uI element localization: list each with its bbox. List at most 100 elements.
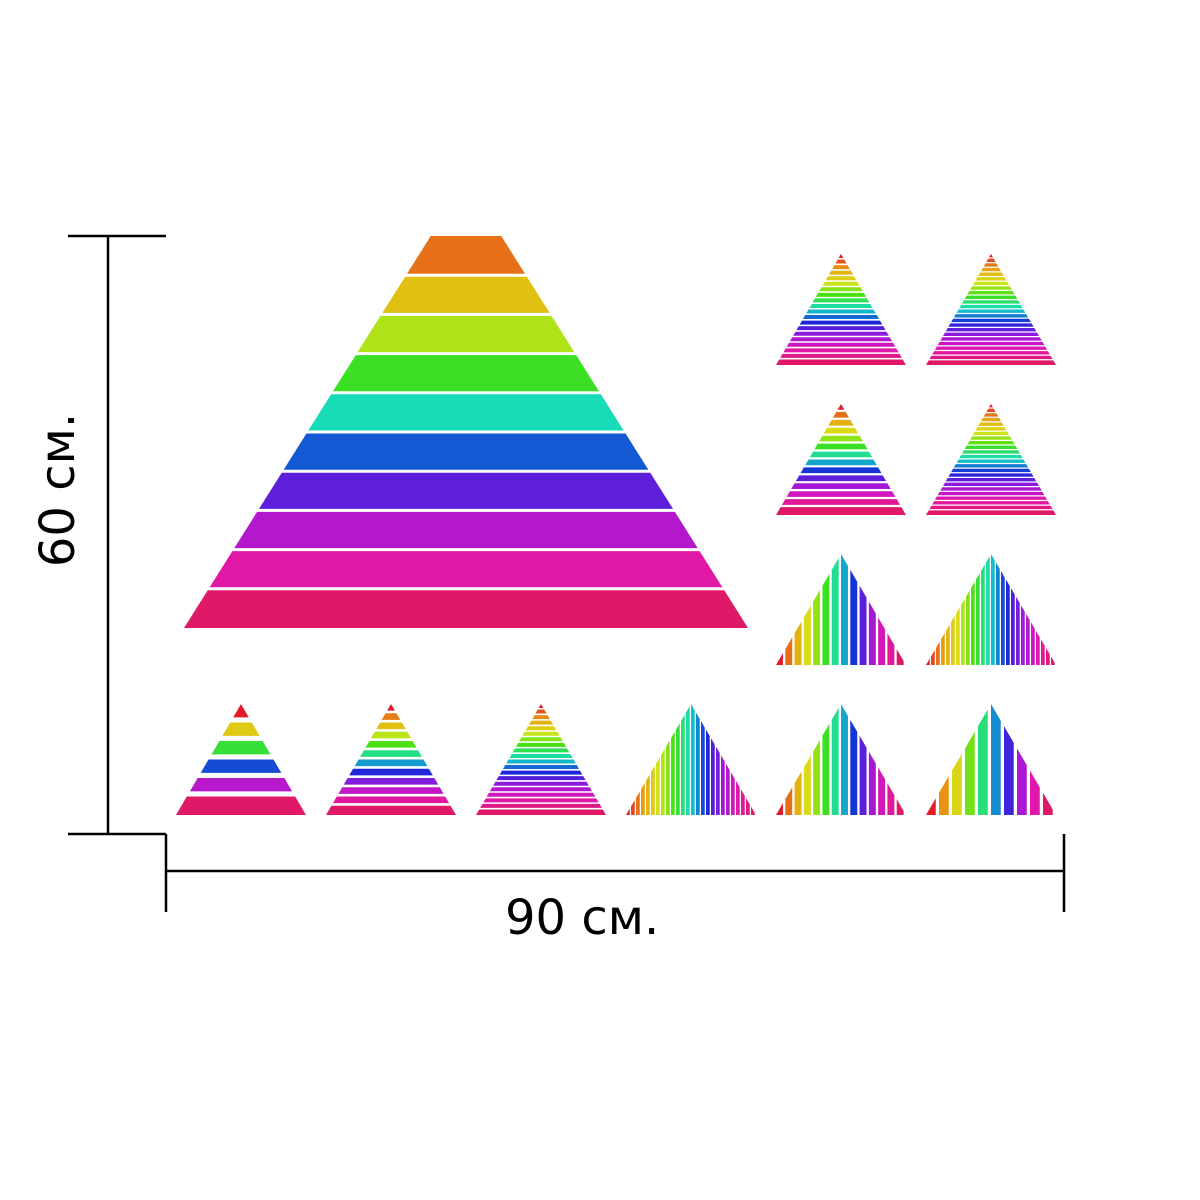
stripe — [1046, 554, 1050, 665]
stripe — [937, 491, 1045, 496]
stripe — [822, 281, 860, 286]
stripe — [805, 459, 877, 466]
stripe — [741, 704, 745, 815]
stripe — [731, 704, 735, 815]
stripe — [1043, 704, 1053, 815]
pyramid-band — [308, 394, 624, 431]
stripe — [959, 304, 1023, 309]
stripe — [365, 741, 417, 748]
stripe — [989, 254, 993, 258]
stripe — [793, 331, 889, 336]
stripe — [200, 759, 282, 773]
stripe — [948, 323, 1034, 327]
bottom-row-triangle-5 — [776, 704, 904, 815]
stripe — [956, 554, 960, 665]
stripe — [970, 436, 1012, 440]
triangle-pieces — [176, 236, 1056, 815]
right-grid-triangle-r3c2 — [926, 554, 1055, 665]
large-pyramid — [184, 236, 748, 628]
stripe — [525, 726, 557, 731]
stripe — [940, 337, 1042, 341]
stripe — [970, 286, 1012, 290]
stripe — [841, 554, 848, 665]
right-grid-triangle-r2c1 — [776, 404, 906, 515]
stripe — [532, 715, 550, 720]
stripe — [496, 776, 586, 781]
stripe — [676, 704, 680, 815]
stripe — [946, 554, 950, 665]
stripe — [841, 704, 848, 815]
stripe — [1030, 704, 1040, 815]
right-grid-triangle-r3c1 — [776, 554, 904, 665]
stripe — [978, 272, 1004, 276]
stripe — [387, 704, 395, 711]
stripe — [868, 704, 876, 815]
stripe — [991, 704, 1001, 815]
stripe — [1001, 554, 1005, 665]
stripe — [956, 309, 1026, 313]
stripe — [964, 445, 1018, 449]
stripe — [813, 704, 821, 815]
stripe — [931, 554, 935, 665]
stripe — [1031, 554, 1035, 665]
stripe — [176, 796, 306, 815]
stripe — [360, 750, 422, 757]
stripe — [706, 704, 710, 815]
stripe — [926, 510, 1056, 515]
stripe — [878, 554, 886, 665]
stripe — [626, 704, 630, 815]
stripe — [971, 554, 975, 665]
stripe — [812, 298, 870, 303]
stripe — [349, 768, 433, 776]
stripe — [953, 314, 1029, 318]
stripe — [799, 320, 883, 325]
stripe — [506, 759, 576, 764]
stripe — [786, 491, 896, 497]
stripe — [522, 731, 560, 736]
stripe — [952, 704, 962, 815]
stripe — [972, 281, 1010, 286]
stripe — [926, 704, 936, 815]
stripe — [721, 704, 725, 815]
stripe — [809, 451, 873, 458]
stripe — [493, 781, 589, 786]
stripe — [980, 267, 1002, 272]
stripe — [701, 704, 705, 815]
stripe — [975, 427, 1007, 431]
stripe — [932, 351, 1050, 355]
stripe — [641, 704, 645, 815]
stripe — [802, 315, 880, 320]
stripe — [961, 300, 1021, 304]
stripe — [943, 332, 1039, 336]
stripe — [376, 722, 406, 730]
stripe — [850, 554, 858, 665]
stripe — [796, 326, 886, 331]
stripe — [211, 741, 271, 755]
stripe — [646, 704, 650, 815]
stripe — [983, 413, 999, 417]
stripe — [825, 276, 857, 281]
stripe — [850, 704, 858, 815]
stripe — [480, 803, 602, 808]
stripe — [832, 265, 850, 270]
pyramid-band — [357, 315, 575, 353]
stripe — [711, 704, 715, 815]
stripe — [831, 704, 839, 815]
bottom-row-triangle-3 — [476, 704, 606, 815]
right-grid-triangle-r2c2 — [926, 404, 1056, 515]
stripe — [809, 303, 873, 308]
stripe — [991, 554, 995, 665]
stripe — [948, 473, 1034, 477]
stripe — [934, 346, 1048, 350]
right-grid-triangle-r1c2 — [926, 254, 1056, 365]
height-dimension-label: 60 см. — [30, 412, 86, 568]
stripe — [535, 709, 547, 714]
stripe — [502, 765, 580, 770]
stripe — [967, 291, 1015, 295]
stripe — [940, 487, 1042, 491]
stripe — [691, 704, 695, 815]
stripe — [736, 704, 740, 815]
stripe — [519, 737, 563, 742]
stripe — [338, 787, 444, 794]
